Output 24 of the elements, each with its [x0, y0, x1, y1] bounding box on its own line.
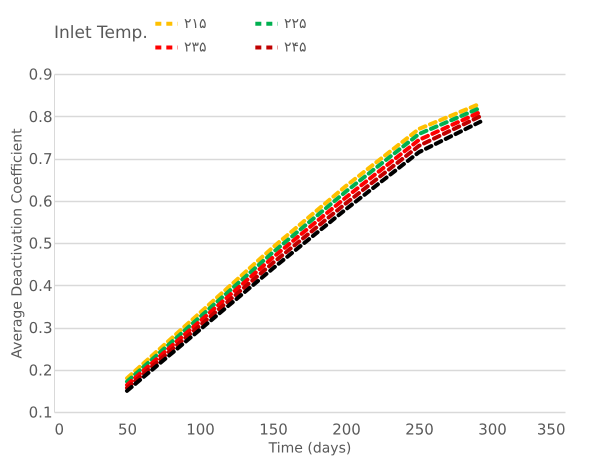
- x-tick-label: 0: [54, 420, 64, 438]
- y-tick-label: 0.5: [28, 234, 52, 252]
- x-tick-label: 350: [536, 420, 566, 438]
- y-tick-label: 0.9: [28, 66, 52, 84]
- y-tick-label: 0.6: [28, 192, 52, 210]
- x-tick-label: 50: [118, 420, 138, 438]
- y-tick-label: 0.7: [28, 150, 52, 168]
- legend-label: ۲۳۵: [184, 40, 207, 56]
- y-tick-label: 0.4: [28, 276, 52, 295]
- legend-title: Inlet Temp.: [54, 23, 148, 43]
- y-tick-label: 0.3: [28, 319, 52, 337]
- y-axis-title: Average Deactivation Coefficient: [10, 128, 26, 359]
- legend-label: ۲۴۵: [284, 40, 307, 56]
- x-tick-label: 100: [186, 420, 215, 438]
- x-tick-label: 200: [332, 420, 361, 438]
- y-tick-label: 0.1: [28, 404, 52, 422]
- x-tick-label: 250: [405, 420, 434, 438]
- legend-label: ۲۲۵: [284, 16, 307, 32]
- x-axis-title: Time (days): [268, 440, 352, 456]
- x-tick-label: 300: [478, 420, 507, 438]
- y-tick-label: 0.2: [28, 361, 52, 380]
- y-tick-label: 0.8: [28, 108, 52, 126]
- legend-label: ۲۱۵: [184, 16, 207, 32]
- x-tick-label: 150: [259, 420, 288, 438]
